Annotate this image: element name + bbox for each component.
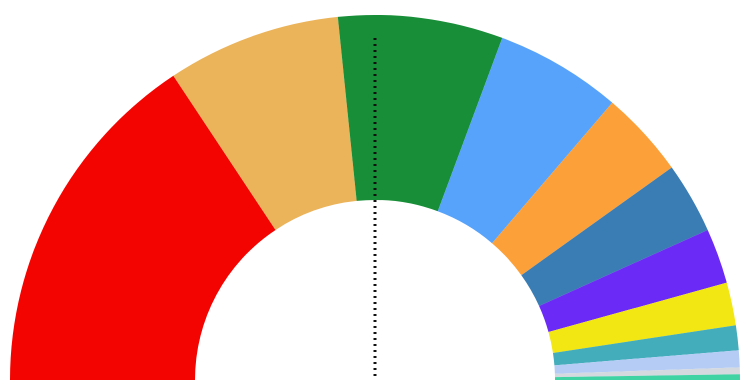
slice <box>337 14 503 212</box>
slice <box>437 37 613 244</box>
slice <box>10 75 276 380</box>
slice <box>554 350 740 374</box>
slice <box>548 282 736 353</box>
slice <box>492 102 672 276</box>
slice <box>521 167 708 306</box>
slices <box>10 14 740 380</box>
slice <box>554 367 740 378</box>
slice <box>554 374 740 380</box>
slice <box>539 229 727 333</box>
slice <box>552 325 739 366</box>
slice <box>173 16 357 230</box>
